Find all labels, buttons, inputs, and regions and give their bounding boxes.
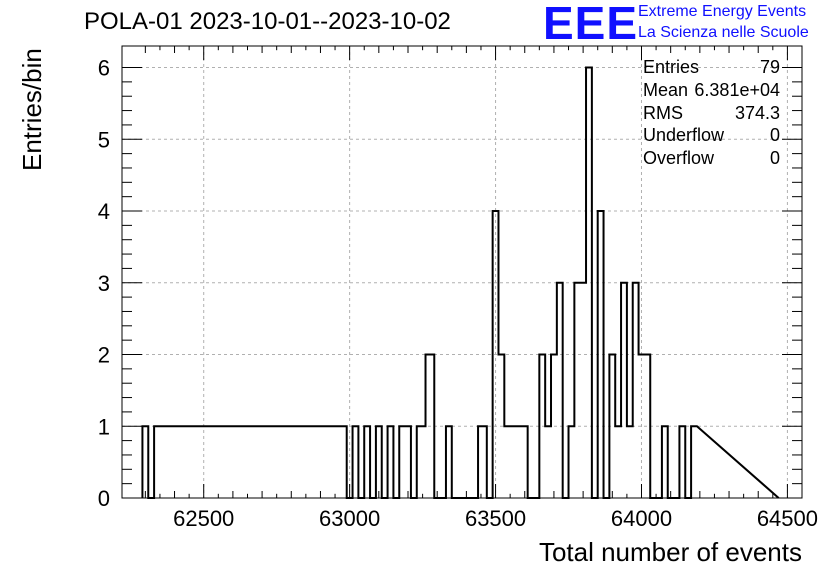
histogram-bin <box>504 426 510 498</box>
histogram-bin <box>446 426 452 498</box>
stat-name: RMS <box>643 102 683 123</box>
stat-row-underflow: Underflow 0 <box>640 125 780 148</box>
histogram-bin <box>627 426 633 498</box>
histogram-bin <box>609 355 615 498</box>
histogram-bin <box>633 283 639 498</box>
eee-logo: EEE <box>543 0 639 49</box>
histogram-bin <box>417 426 426 498</box>
histogram-bin <box>557 283 563 498</box>
stat-row-entries: Entries 79 <box>640 57 780 80</box>
histogram-bin <box>154 426 347 498</box>
y-tick-label: 5 <box>98 127 110 152</box>
plot-frame <box>121 45 803 499</box>
grid-lines <box>122 46 802 498</box>
stat-value: 6.381e+04 <box>694 79 780 100</box>
histogram-bin <box>399 426 405 498</box>
histogram-bin <box>545 426 551 498</box>
histogram-bin <box>142 426 148 498</box>
stat-name: Entries <box>643 57 700 77</box>
histogram-bin <box>679 426 685 498</box>
histogram-bin <box>353 426 359 498</box>
stat-value: 79 <box>759 57 780 77</box>
histogram-bars <box>141 66 780 499</box>
histogram-bin <box>662 426 668 498</box>
histogram-bin <box>644 355 650 498</box>
y-tick-label: 0 <box>98 486 110 511</box>
histogram-bin <box>551 355 557 498</box>
histogram-bin <box>364 426 370 498</box>
stat-row-overflow: Overflow 0 <box>640 148 780 171</box>
histogram-bin <box>510 426 516 498</box>
histogram-bin <box>539 355 545 498</box>
y-tick-label: 2 <box>98 343 110 368</box>
histogram-outline <box>141 66 780 499</box>
y-tick-label: 1 <box>98 414 110 439</box>
logo-caption-line1: Extreme Energy Events <box>638 3 807 20</box>
x-axis: 62500 63000 63500 64000 64500 <box>144 46 818 531</box>
x-axis-label: Total number of events <box>538 537 802 567</box>
y-tick-label: 4 <box>98 199 110 224</box>
stats-box: Entries 79 Mean 6.381e+04 RMS 374.3 Unde… <box>640 57 780 171</box>
histogram-bin <box>388 426 394 498</box>
histogram-bin <box>580 283 586 498</box>
stat-row-rms: RMS 374.3 <box>640 103 780 126</box>
histogram-bin <box>586 68 592 498</box>
stat-row-mean: Mean 6.381e+04 <box>640 80 780 103</box>
histogram-bin <box>621 283 627 498</box>
x-tick-label: 62500 <box>173 506 234 531</box>
histogram-bin <box>639 355 645 498</box>
histogram-bin <box>478 426 487 498</box>
y-tick-label: 6 <box>98 56 110 81</box>
chart-title: POLA-01 2023-10-01--2023-10-02 <box>84 8 451 35</box>
histogram-bin <box>691 426 697 498</box>
x-tick-label: 63000 <box>319 506 380 531</box>
histogram-bin <box>376 426 382 498</box>
x-tick-label: 64000 <box>611 506 672 531</box>
y-axis: 0 1 2 3 4 5 6 <box>98 56 802 511</box>
histogram-bin <box>493 211 499 498</box>
y-tick-label: 3 <box>98 271 110 296</box>
histogram-bin <box>574 283 580 498</box>
histogram-bin <box>516 426 522 498</box>
stat-value: 374.3 <box>734 102 780 123</box>
histogram-bin <box>498 355 504 498</box>
histogram-bin <box>598 211 604 498</box>
x-tick-label: 64500 <box>757 506 818 531</box>
stat-name: Mean <box>643 79 689 100</box>
stat-value: 0 <box>769 148 780 169</box>
histogram-bin <box>405 426 411 498</box>
y-axis-label: Entries/bin <box>17 48 47 171</box>
histogram-bin <box>426 355 435 498</box>
histogram-bin <box>615 426 621 498</box>
x-tick-label: 63500 <box>465 506 526 531</box>
histogram-bin <box>522 426 528 498</box>
stat-value: 0 <box>769 125 780 146</box>
logo-caption-line2: La Scienza nelle Scuole <box>638 24 809 41</box>
stat-name: Underflow <box>643 125 725 146</box>
histogram-bin <box>569 426 575 498</box>
stat-name: Overflow <box>643 148 715 169</box>
